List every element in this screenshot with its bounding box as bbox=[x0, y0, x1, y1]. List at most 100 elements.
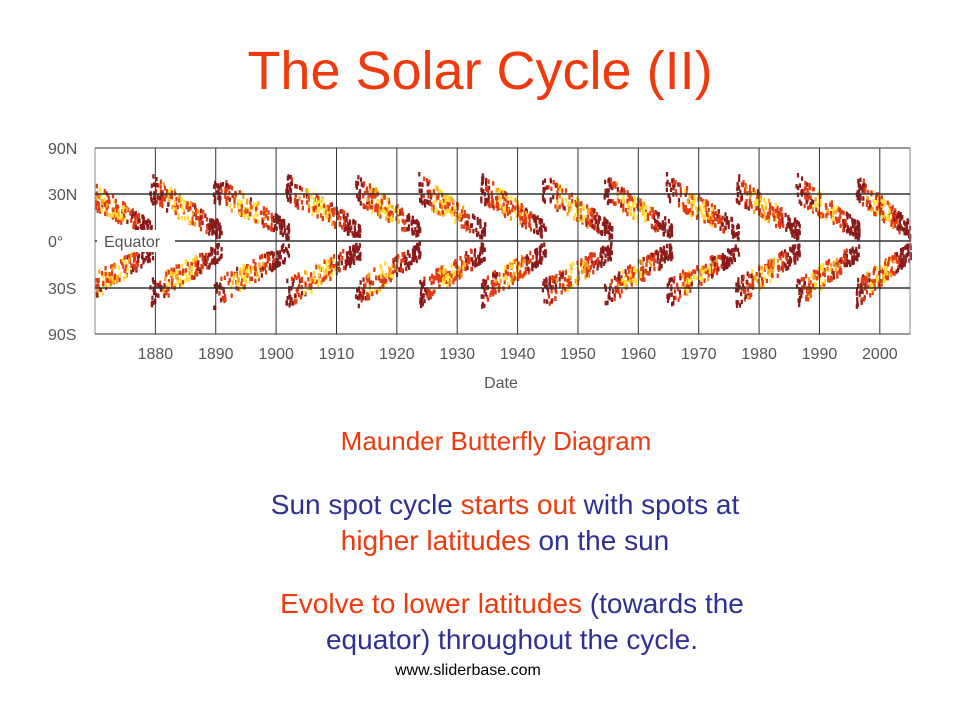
sunspot-mark bbox=[357, 181, 360, 186]
sunspot-mark bbox=[788, 217, 791, 223]
sunspot-mark bbox=[278, 255, 281, 260]
sunspot-mark bbox=[520, 208, 523, 214]
sunspot-mark bbox=[808, 283, 811, 288]
sunspot-mark bbox=[108, 276, 111, 281]
sunspot-mark bbox=[216, 245, 219, 250]
sunspot-mark bbox=[108, 272, 111, 277]
sunspot-mark bbox=[502, 206, 506, 211]
sunspot-mark bbox=[823, 267, 826, 273]
sunspot-mark bbox=[412, 219, 415, 225]
sunspot-mark bbox=[785, 257, 788, 262]
sunspot-mark bbox=[714, 217, 717, 222]
sunspot-mark bbox=[842, 218, 845, 224]
sunspot-mark bbox=[293, 293, 297, 298]
sunspot-mark bbox=[621, 281, 625, 286]
sunspot-mark bbox=[548, 280, 552, 285]
sunspot-mark bbox=[435, 272, 438, 278]
sunspot-mark bbox=[719, 226, 722, 231]
sunspot-mark bbox=[287, 197, 290, 202]
sunspot-mark bbox=[872, 270, 875, 276]
sunspot-mark bbox=[487, 201, 490, 206]
sunspot-mark bbox=[703, 278, 706, 283]
sunspot-mark bbox=[502, 273, 505, 278]
sunspot-mark bbox=[238, 209, 241, 214]
sunspot-mark bbox=[190, 274, 193, 279]
sunspot-mark bbox=[375, 275, 378, 281]
sunspot-mark bbox=[220, 230, 223, 236]
sunspot-mark bbox=[316, 206, 319, 211]
sunspot-mark bbox=[756, 203, 759, 208]
sunspot-mark bbox=[819, 279, 822, 284]
sunspot-mark bbox=[884, 271, 887, 277]
sunspot-mark bbox=[446, 196, 449, 202]
sunspot-mark bbox=[351, 231, 354, 236]
sunspot-mark bbox=[265, 207, 268, 212]
sunspot-mark bbox=[458, 275, 461, 280]
sunspot-mark bbox=[643, 201, 646, 206]
sunspot-mark bbox=[213, 250, 217, 255]
sunspot-mark bbox=[542, 281, 545, 286]
sunspot-mark bbox=[587, 260, 590, 265]
sunspot-mark bbox=[143, 227, 146, 232]
sunspot-mark bbox=[117, 211, 120, 217]
sunspot-mark bbox=[759, 273, 762, 278]
sunspot-mark bbox=[256, 205, 259, 210]
sunspot-mark bbox=[216, 284, 219, 289]
sunspot-mark bbox=[446, 274, 449, 280]
sunspot-mark bbox=[416, 223, 419, 228]
sunspot-mark bbox=[218, 226, 221, 231]
sunspot-mark bbox=[245, 275, 248, 280]
sunspot-mark bbox=[717, 266, 720, 272]
sunspot-mark bbox=[478, 251, 482, 257]
sunspot-mark bbox=[640, 273, 643, 279]
sunspot-mark bbox=[644, 208, 647, 213]
sunspot-mark bbox=[544, 226, 547, 232]
sunspot-mark bbox=[470, 223, 473, 228]
sunspot-mark bbox=[432, 289, 435, 294]
sunspot-mark bbox=[682, 273, 685, 279]
sunspot-mark bbox=[115, 203, 118, 209]
sunspot-mark bbox=[173, 201, 176, 206]
sunspot-mark bbox=[198, 218, 201, 223]
sunspot-mark bbox=[543, 278, 546, 284]
sunspot-mark bbox=[307, 188, 310, 194]
sunspot-mark bbox=[444, 208, 447, 213]
sunspot-mark bbox=[770, 267, 773, 273]
sunspot-mark bbox=[899, 257, 902, 263]
sunspot-mark bbox=[286, 225, 289, 230]
sunspot-mark bbox=[194, 271, 197, 277]
sunspot-mark bbox=[905, 231, 908, 236]
sunspot-mark bbox=[756, 194, 759, 199]
sunspot-mark bbox=[700, 276, 703, 281]
sunspot-mark bbox=[858, 193, 861, 199]
sunspot-mark bbox=[856, 256, 859, 262]
footer-url: www.sliderbase.com bbox=[395, 662, 541, 679]
sunspot-mark bbox=[858, 223, 861, 228]
sunspot-mark bbox=[465, 251, 468, 256]
sunspot-mark bbox=[183, 199, 186, 205]
sunspot-mark bbox=[235, 272, 239, 277]
sunspot-mark bbox=[329, 264, 332, 269]
sunspot-mark bbox=[178, 198, 181, 203]
sunspot-mark bbox=[668, 227, 671, 233]
sunspot-mark bbox=[670, 229, 673, 234]
sunspot-mark bbox=[908, 233, 911, 238]
sunspot-mark bbox=[313, 197, 316, 202]
sunspot-mark bbox=[190, 261, 193, 267]
sunspot-mark bbox=[728, 249, 731, 254]
sunspot-mark bbox=[644, 217, 647, 222]
sunspot-mark bbox=[269, 263, 272, 268]
sunspot-mark bbox=[605, 248, 608, 253]
sunspot-mark bbox=[328, 211, 331, 216]
sunspot-mark bbox=[737, 277, 740, 282]
sunspot-mark bbox=[220, 189, 223, 194]
sunspot-mark bbox=[604, 246, 607, 252]
sunspot-mark bbox=[540, 243, 543, 248]
x-tick-label: 1910 bbox=[319, 346, 355, 363]
y-tick-label: 90S bbox=[48, 327, 76, 344]
sunspot-mark bbox=[326, 214, 329, 219]
sunspot-mark bbox=[687, 270, 691, 275]
sunspot-mark bbox=[137, 258, 140, 263]
sunspot-mark bbox=[380, 198, 383, 203]
sunspot-mark bbox=[597, 215, 600, 220]
